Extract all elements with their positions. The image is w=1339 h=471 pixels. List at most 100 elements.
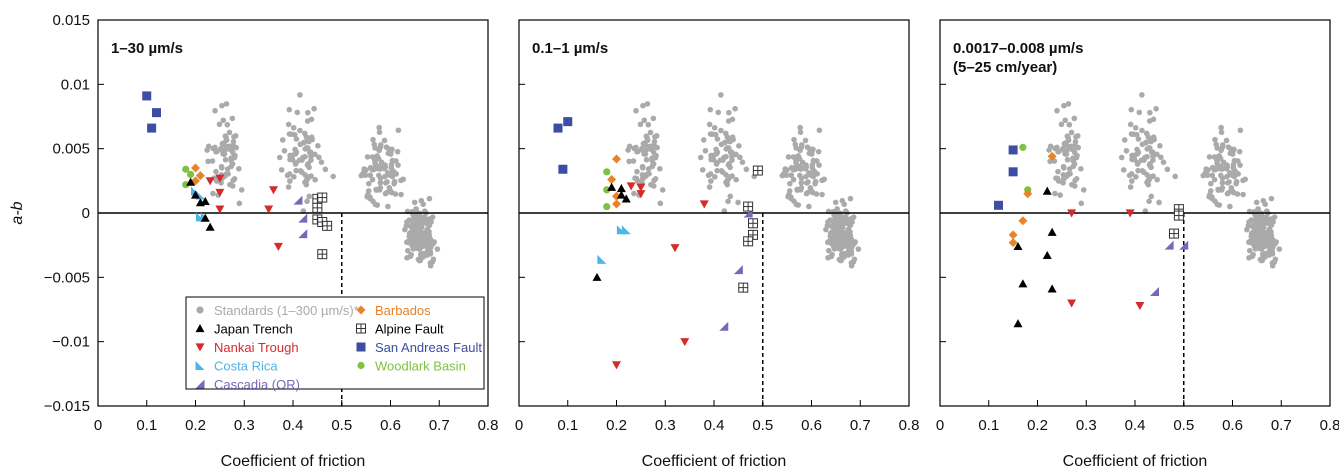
standards-point (236, 165, 242, 172)
standards-point (366, 180, 372, 187)
nankai-point (1067, 209, 1077, 218)
alpine-point (752, 165, 763, 176)
standards-point (1252, 246, 1259, 252)
standards-point (415, 256, 422, 263)
standards-point (697, 154, 704, 161)
standards-point (393, 158, 399, 164)
standards-point (724, 145, 731, 151)
standards-point (408, 223, 414, 230)
cascadia-series (719, 208, 753, 331)
alpine-point (317, 249, 328, 260)
nankai-point (1135, 302, 1145, 311)
standards-point (1148, 193, 1155, 200)
x-tick-label: 0.7 (429, 417, 450, 434)
standards-point (1058, 121, 1065, 128)
panel-title: 1–30 µm/s (111, 40, 183, 57)
cascadia-point (719, 321, 729, 331)
japan-point (1042, 186, 1052, 195)
standards-point (1154, 176, 1160, 183)
japan-point (200, 196, 210, 206)
x-tick-label: 0.5 (752, 417, 773, 434)
standards-point (707, 106, 714, 113)
x-tick-label: 0.3 (234, 417, 255, 434)
barbados-point (607, 175, 617, 185)
standards-point (1237, 162, 1243, 168)
standards-point (827, 217, 834, 223)
standards-point (213, 168, 219, 175)
standards-point (407, 253, 414, 260)
standards-point (810, 167, 817, 174)
standards-point (372, 161, 379, 168)
standards-point (281, 147, 288, 154)
standards-point (1062, 117, 1069, 124)
standards-point (829, 241, 835, 247)
alpine-point (748, 218, 758, 229)
standards-point (1266, 233, 1273, 239)
japan-point (1042, 250, 1052, 260)
standards-point (1154, 151, 1160, 158)
standards-point (408, 241, 414, 247)
standards-point (650, 115, 657, 122)
standards-point (736, 143, 742, 149)
standards-point (718, 92, 724, 98)
standards-point (645, 121, 652, 128)
legend-label-japan: Japan Trench (214, 322, 293, 337)
standards-point (795, 202, 802, 208)
woodlark-series (603, 168, 611, 211)
standards-point (220, 117, 227, 124)
standards-point (360, 170, 367, 176)
barbados-point (195, 171, 205, 181)
standards-point (838, 226, 845, 233)
standards-point (1139, 168, 1146, 174)
standards-point (1078, 200, 1085, 207)
standards-point (1271, 214, 1278, 220)
standards-point (657, 200, 664, 207)
standards-point (840, 231, 846, 237)
japan-point (592, 272, 602, 281)
standards-point (630, 158, 637, 164)
standards-point (1145, 134, 1152, 140)
x-tick-label: 0 (515, 417, 523, 434)
standards-point (374, 202, 381, 208)
y-tick-label: 0.005 (52, 141, 90, 158)
standards-point (1054, 107, 1060, 114)
standards-point (1135, 160, 1141, 166)
standards-point (1061, 102, 1067, 109)
standards-point (370, 166, 377, 173)
standards-point (1260, 244, 1267, 250)
standards-point (1250, 223, 1256, 230)
legend-label-costa: Costa Rica (214, 359, 278, 374)
standards-point (1146, 198, 1152, 205)
standards-point (306, 149, 313, 156)
standards-point (732, 105, 738, 112)
standards-point (1246, 247, 1253, 254)
sanandreas-point (563, 117, 573, 127)
standards-point (733, 176, 739, 183)
standards-point (299, 157, 305, 163)
nankai-point (273, 242, 283, 251)
standards-point (389, 167, 396, 174)
standards-point (706, 184, 713, 190)
standards-point (415, 236, 421, 243)
standards-point (1150, 157, 1156, 163)
standards-point (1062, 151, 1068, 157)
legend-marker-nankai (195, 343, 205, 352)
standards-point (315, 143, 321, 149)
standards-point (1223, 137, 1230, 144)
standards-point (367, 172, 374, 179)
standards-point (1257, 256, 1264, 263)
standards-point (829, 209, 836, 215)
standards-point (224, 121, 231, 128)
standards-point (1135, 167, 1141, 174)
standards-point (374, 153, 380, 159)
standards-point (209, 158, 216, 164)
standards-point (384, 189, 390, 196)
standards-point (1276, 246, 1283, 252)
standards-point (205, 158, 211, 165)
standards-point (1127, 121, 1134, 128)
standards-point (1052, 145, 1058, 152)
cascadia-series (1150, 240, 1189, 296)
alpine-point (317, 192, 328, 203)
x-tick-label: 0.3 (1076, 417, 1097, 434)
